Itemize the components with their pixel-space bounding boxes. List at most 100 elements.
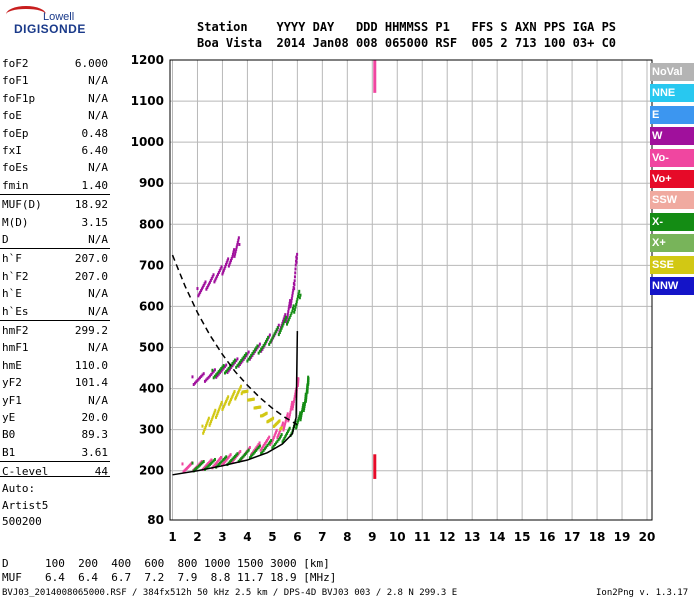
trace-point (190, 462, 193, 466)
trace-point (218, 371, 221, 375)
param-value: 207.0 (74, 269, 108, 283)
trace-point (306, 385, 309, 389)
param-row: M(D) 3.15 (2, 216, 108, 230)
trace-point (218, 461, 221, 465)
trace-point (202, 431, 205, 435)
x-tick-label: 13 (464, 530, 481, 544)
trace-point (185, 466, 188, 470)
trace-point (216, 464, 219, 468)
trace-point (278, 419, 281, 423)
legend-item: X- (650, 212, 694, 231)
trace-point (292, 304, 295, 308)
trace-point (240, 361, 243, 365)
trace-point (291, 400, 294, 404)
trace-point (183, 469, 186, 473)
param-key: h`Es (2, 304, 29, 318)
trace-point (223, 403, 226, 407)
trace-point (295, 302, 298, 306)
trace-point (296, 383, 299, 387)
trace-point (261, 347, 264, 351)
trace-point (237, 238, 240, 242)
trace-point (243, 453, 246, 457)
trace-point (233, 390, 236, 394)
trace-point (209, 278, 212, 282)
trace-point (202, 283, 205, 287)
trace-point (202, 372, 205, 376)
trace-point (226, 259, 229, 263)
trace-point (217, 458, 220, 462)
trace-point (276, 326, 279, 330)
trace-point (235, 365, 238, 369)
trace-point (302, 404, 305, 408)
trace-point (213, 374, 216, 378)
trace-point (302, 402, 305, 406)
trace-point (188, 463, 191, 467)
trace-point (278, 436, 281, 440)
trace-point (281, 324, 284, 328)
trace-point (238, 242, 241, 246)
trace-point (203, 379, 206, 383)
trace-point (256, 346, 259, 350)
trace-point (198, 292, 201, 296)
trace-point (207, 464, 210, 468)
trace-point (287, 307, 290, 311)
trace-point (297, 417, 300, 421)
trace-point (286, 312, 289, 316)
param-value: 1.40 (81, 178, 109, 192)
trace-point (292, 288, 295, 292)
trace-point (187, 464, 190, 468)
trace-point (295, 300, 298, 304)
x-tick-label: 8 (343, 530, 351, 544)
trace-point (251, 453, 254, 457)
trace-point (217, 370, 220, 374)
trace-point (239, 384, 242, 388)
trace-point (213, 457, 216, 461)
param-key: C-level (2, 465, 49, 479)
y-tick-label: 700 (139, 258, 164, 272)
trace-point (293, 287, 296, 291)
trace-point (235, 455, 238, 459)
trace-point (217, 410, 220, 414)
trace-point (286, 412, 289, 416)
trace-point (230, 396, 233, 400)
trace-point (271, 439, 274, 443)
auto-label: Auto: (2, 482, 36, 495)
trace-point (212, 414, 215, 418)
profile-solid-line (172, 331, 299, 476)
trace-point (220, 265, 223, 269)
trace-point (211, 460, 214, 464)
trace-point (207, 418, 210, 422)
trace-point (298, 296, 301, 300)
trace-point (243, 353, 246, 357)
param-value: N/A (88, 161, 108, 175)
trace-point (230, 257, 233, 261)
chart-grid (170, 59, 652, 521)
trace-point (232, 391, 235, 395)
trace-point (228, 401, 231, 405)
trace-point (275, 328, 278, 332)
trace-point (216, 374, 219, 378)
trace-point (205, 464, 208, 468)
trace-point (226, 368, 229, 372)
trace-point (259, 405, 262, 409)
trace-point (236, 392, 239, 396)
trace-point (282, 428, 285, 432)
chart-profiles (171, 254, 299, 476)
trace-point (283, 436, 286, 440)
trace-point (192, 383, 195, 387)
param-row: h`F2 207.0 (2, 270, 108, 284)
trace-point (299, 293, 302, 297)
trace-point (216, 272, 219, 276)
trace-point (265, 411, 268, 415)
param-key: foF2 (2, 57, 29, 70)
param-key: fmin (2, 178, 29, 192)
param-key: yF2 (2, 376, 22, 390)
trace-point (277, 333, 280, 337)
trace-point (286, 320, 289, 324)
param-key: fxI (2, 144, 22, 157)
trace-point (291, 404, 294, 408)
trace-point (257, 344, 260, 348)
trace-point (221, 408, 224, 411)
trace-point (286, 430, 289, 434)
trace-point (286, 315, 289, 319)
